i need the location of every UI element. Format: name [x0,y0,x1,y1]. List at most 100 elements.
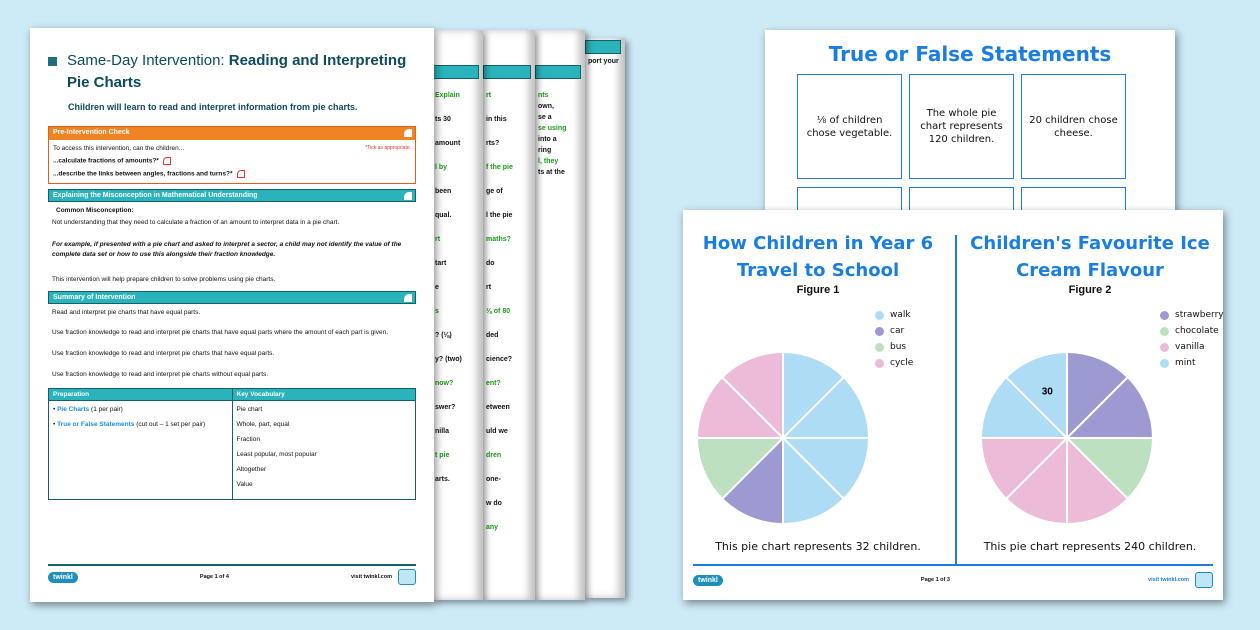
tick-box-icon[interactable] [162,157,171,165]
pie-slice-walk [780,437,871,501]
check-item: ...calculate fractions of amounts?* [53,157,159,165]
page-text: arts. [435,476,450,483]
page-text: ent? [486,380,501,387]
legend-item: chocolate [1160,326,1224,336]
page-text: into a [538,136,557,143]
vocab-item: Value [236,481,253,488]
page-subtitle: Children will learn to read and interpre… [68,102,358,112]
tick-box-icon[interactable] [236,170,245,178]
bullet-square-icon [48,57,57,66]
page-text: l by [435,164,448,171]
pie-slice-cycle [720,350,784,441]
page-text: now? [435,380,454,387]
preparation-vocabulary-table: Preparation Key Vocabulary • Pie Charts (… [48,388,416,500]
page-text: rts? [486,140,500,147]
page-text: w do [486,500,502,507]
legend-label: strawberry [1175,310,1224,320]
legend-swatch [875,326,884,336]
page-text: cience? [486,356,513,363]
background-page-4: nts own, se a se using into a ring l, they ts a… [535,30,585,600]
page-text: been [435,188,452,195]
vocabulary-list: Pie chart Whole, part, equal Fraction Least… [231,400,416,500]
page-text: own, [538,103,554,110]
page-text: tart [435,260,447,267]
legend-label: mint [1175,358,1196,368]
legend-item: bus [875,342,913,352]
section-header: Pre-Intervention Check [49,127,415,140]
check-item: ...describe the links between angles, fr… [53,170,233,178]
page-text: swer? [435,404,456,411]
chart-title: Children's Favourite Ice Cream Flavour [970,233,1210,281]
page-text: f the pie [486,164,513,171]
page-text: port your [588,58,619,65]
page-text: ⅛ of 80 [486,308,511,315]
page-footer: twinkl Page 1 of 4 visit twinkl.com [48,564,416,588]
pie-slice-vanilla [979,437,1070,501]
statement-card[interactable]: The whole pie chart represents 120 child… [909,74,1014,179]
legend-swatch [875,310,884,320]
prep-text: (cut out – 1 set per pair) [134,421,206,428]
legend-item: walk [875,310,913,320]
page-text: rt [435,236,441,243]
legend-item: cycle [875,358,913,368]
page-text: l, they [538,158,559,165]
pie-slice-strawberry [1064,375,1155,439]
background-page-2: Explain ts 30 amount l by been qual. rt tart e s?… [432,30,483,600]
page-text: one- [486,476,501,483]
chart-title: How Children in Year 6 Travel to School [702,233,934,281]
figure-2: Children's Favourite Ice Cream Flavour F… [955,210,1225,555]
page-text: y? (two) [435,356,462,363]
background-page-5: port your [585,38,625,598]
page-text: Explain [435,92,460,99]
legend-label: bus [890,342,907,352]
pie-charts-link[interactable]: Pie Charts [57,406,90,413]
background-page-3: rt in this rts? f the pie ge of l the pie math… [483,30,535,600]
legend-swatch [1160,358,1169,368]
page-text: se using [538,125,567,132]
figure-label: Figure 1 [796,284,840,296]
vocab-item: Fraction [236,436,260,443]
legend-item: vanilla [1160,342,1224,352]
legend-item: mint [1160,358,1224,368]
page-text: qual. [435,212,452,219]
true-false-link[interactable]: True or False Statements [57,421,135,428]
intervention-help: This intervention will help prepare chil… [52,276,276,283]
legend-swatch [1160,326,1169,336]
pie-slice-vanilla [1066,435,1130,526]
page-text: ded [486,332,499,339]
pie-slice-vanilla [1004,435,1068,526]
slice-data-label: 30 [1042,386,1054,397]
twinkl-logo: twinkl [693,574,723,586]
quality-badge-icon [1194,572,1213,588]
chart-caption: This pie chart represents 240 children. [983,540,1197,553]
page-number: Page 1 of 3 [920,577,950,583]
statement-card[interactable]: ⅛ of children chose vegetable. [797,74,902,179]
column-header: Preparation [48,388,233,401]
page-text: dren [486,452,502,459]
pie-slice-bus [695,437,786,501]
prep-text: (1 per pair) [89,406,123,413]
pie-slice-mint [979,375,1070,439]
page-text: uld we [486,428,508,435]
page-text: ts at the [538,169,565,176]
summary-item: Read and interpret pie charts that have … [52,309,201,316]
page-text: t pie [435,452,450,459]
misconception-example: For example, if presented with a pie cha… [52,241,402,258]
page-text: s [435,308,439,315]
check-intro: To access this intervention, can the chi… [53,145,185,152]
legend-item: car [875,326,913,336]
summary-item: Use fraction knowledge to read and inter… [52,371,269,378]
figure-1: How Children in Year 6 Travel to School … [683,210,953,555]
pie-slice-walk [782,435,846,526]
page-text: amount [435,140,461,147]
legend-label: walk [890,310,911,320]
pie-slice-mint [1004,350,1068,441]
twinkl-logo: twinkl [48,571,78,583]
statement-card[interactable]: 20 children chose cheese. [1021,74,1126,179]
legend-item: strawberry [1160,310,1224,320]
page-text: ring [538,147,552,154]
site-link[interactable]: visit twinkl.com [1148,577,1189,583]
page-text: rt [486,92,492,99]
site-link[interactable]: visit twinkl.com [351,574,392,580]
page-text: rt [486,284,492,291]
